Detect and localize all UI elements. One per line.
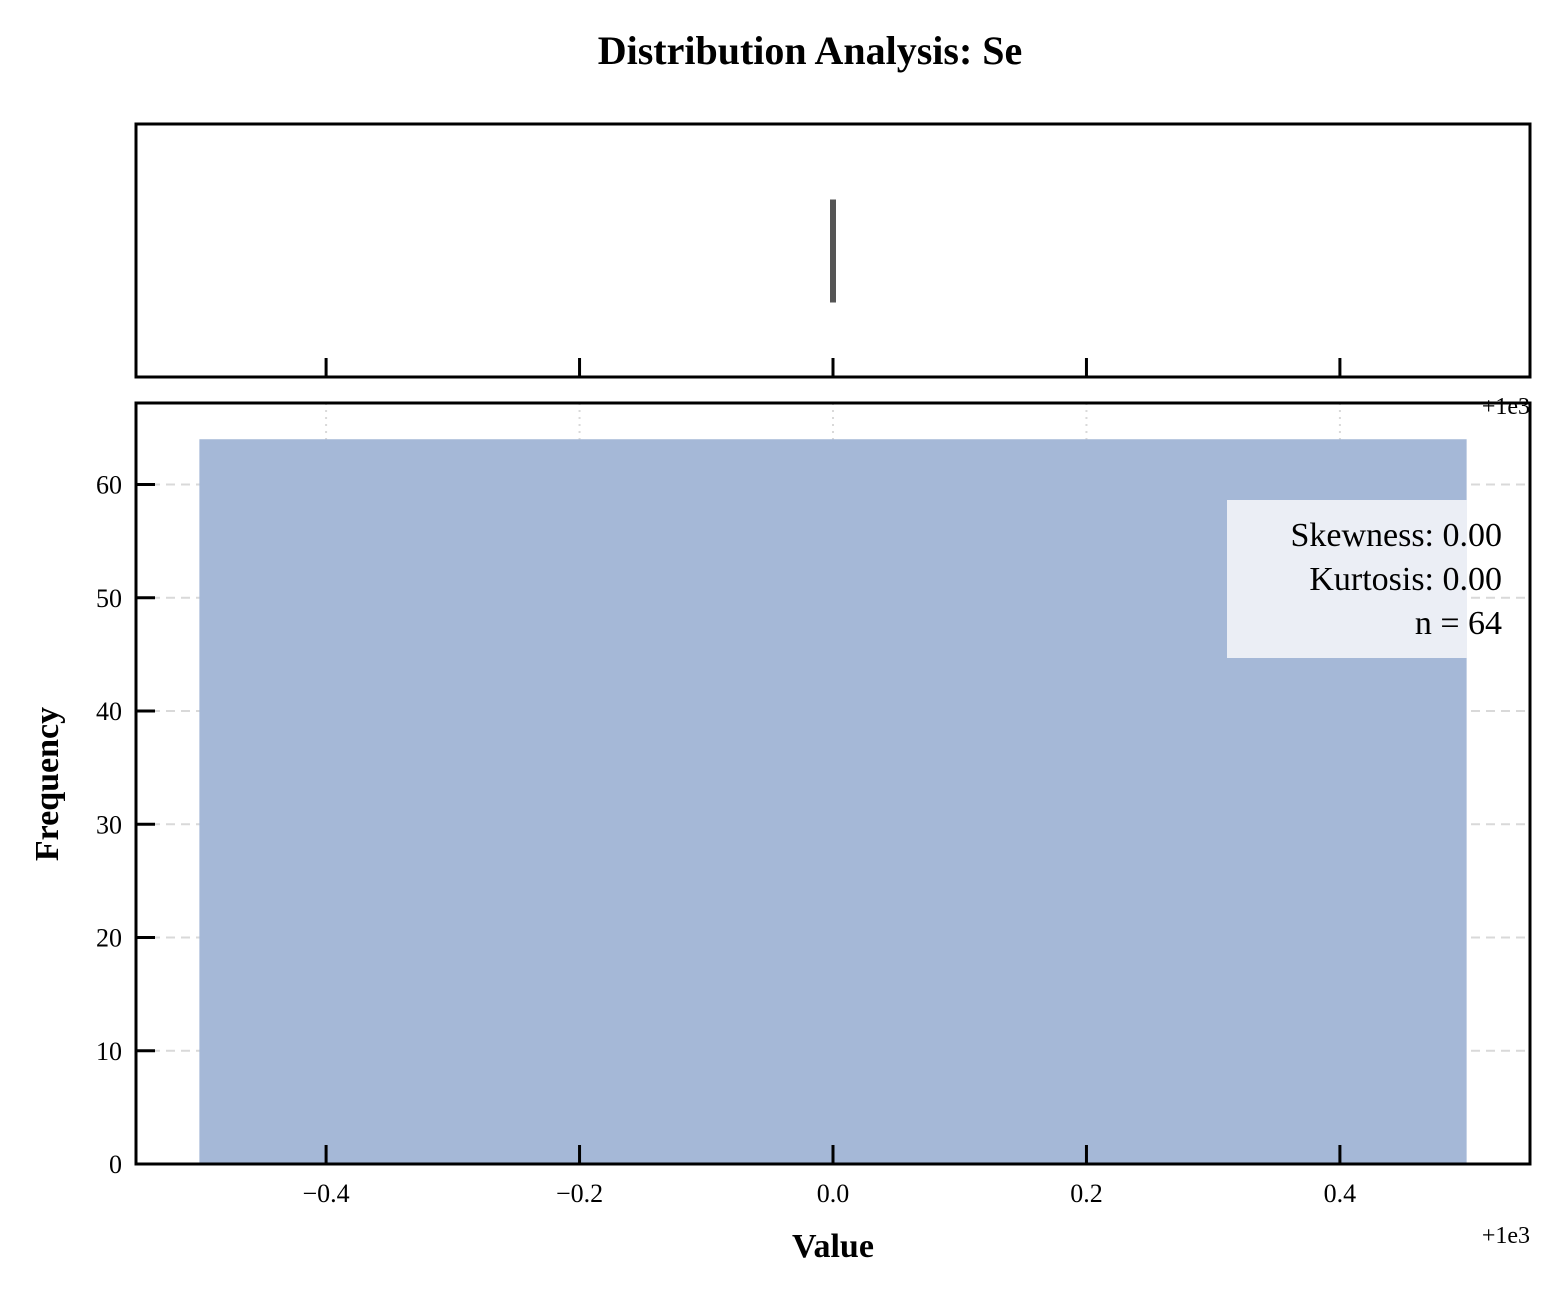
chart-title: Distribution Analysis: Se (598, 28, 1023, 73)
boxplot-panel-frame (134, 122, 1532, 379)
boxplot-panel (324, 199, 1342, 377)
stats-box: Skewness: 0.00 Kurtosis: 0.00 n = 64 (1227, 500, 1502, 658)
x-tick-label: 0.4 (1324, 1179, 1357, 1208)
x-tick-label: −0.4 (303, 1179, 350, 1208)
stats-line: Skewness: 0.00 (1290, 517, 1502, 554)
x-axis-label: Value (792, 1228, 874, 1265)
y-tick-label: 50 (96, 584, 122, 613)
axis-ticks: −0.4 −0.2 0.0 0.2 0.4 0 10 20 30 40 50 60 (96, 471, 1356, 1208)
y-tick-label: 20 (96, 924, 122, 953)
y-tick-label: 60 (96, 471, 122, 500)
y-tick-label: 30 (96, 810, 122, 839)
x-tick-label: 0.0 (817, 1179, 850, 1208)
stats-box-background (1227, 500, 1467, 658)
x-offset-label: +1e3 (1482, 1223, 1530, 1249)
y-tick-label: 0 (109, 1150, 122, 1179)
x-tick-label: −0.2 (556, 1179, 603, 1208)
box-offset-label: +1e3 (1482, 394, 1530, 420)
x-tick-label: 0.2 (1070, 1179, 1103, 1208)
y-axis-label: Frequency (29, 707, 66, 861)
y-tick-label: 10 (96, 1037, 122, 1066)
y-tick-label: 40 (96, 697, 122, 726)
stats-line: n = 64 (1415, 605, 1502, 642)
stats-line: Kurtosis: 0.00 (1309, 561, 1502, 598)
